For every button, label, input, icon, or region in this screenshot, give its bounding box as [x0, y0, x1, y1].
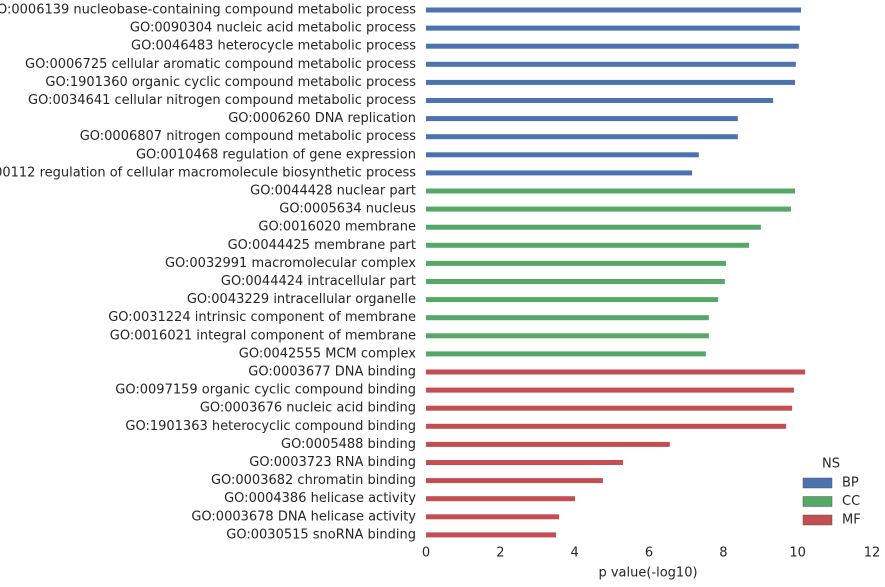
y-tick-label: GO:0090304 nucleic acid metabolic proces…	[130, 21, 416, 36]
y-tick-label: GO:0034641 cellular nitrogen compound me…	[28, 93, 416, 108]
bar	[426, 460, 623, 465]
y-tick-label: GO:0003678 DNA helicase activity	[191, 509, 416, 524]
bar	[426, 441, 670, 447]
bar	[426, 224, 761, 230]
bar	[426, 79, 796, 85]
y-tick-label: GO:0016020 membrane	[258, 220, 416, 235]
y-tick-label: GO:0010468 regulation of gene expression	[136, 147, 416, 162]
y-tick-label: GO:1901363 heterocyclic compound binding	[125, 419, 416, 434]
legend-label: MF	[842, 513, 861, 528]
bar	[426, 152, 699, 158]
y-tick-label: GO:0005634 nucleus	[279, 202, 416, 217]
x-tick-label: 10	[789, 546, 806, 561]
bar	[426, 405, 793, 411]
y-tick-label: GO:0004386 helicase activity	[224, 491, 416, 506]
bar	[426, 7, 802, 13]
bar	[426, 116, 738, 122]
bar	[426, 333, 709, 339]
y-tick-label: GO:0043229 intracellular organelle	[187, 292, 416, 307]
legend-title: NS	[822, 457, 840, 472]
bar	[426, 188, 796, 194]
bar	[426, 387, 794, 393]
bar	[426, 61, 796, 67]
bar	[426, 478, 603, 484]
y-tick-label: GO:0006139 nucleobase-containing compoun…	[0, 3, 416, 18]
y-tick-label: GO:0003682 chromatin binding	[211, 473, 416, 488]
bar	[426, 134, 738, 140]
y-tick-label: GO:0044425 membrane part	[228, 238, 416, 253]
y-tick-label: GO:0005488 binding	[281, 437, 416, 452]
bar	[426, 25, 800, 31]
x-tick-label: 4	[571, 546, 579, 561]
bar	[426, 315, 709, 321]
bar	[426, 514, 560, 520]
y-tick-label: GO:0042555 MCM complex	[239, 346, 417, 361]
bar	[426, 369, 806, 375]
y-tick-label: GO:0003723 RNA binding	[249, 455, 416, 470]
x-tick-label: 8	[719, 546, 727, 561]
bar	[426, 496, 576, 502]
y-tick-label: GO:0097159 organic cyclic compound bindi…	[115, 383, 416, 398]
y-tick-label: GO:1901360 organic cyclic compound metab…	[45, 75, 416, 90]
legend-swatch	[802, 514, 833, 526]
bar	[426, 297, 719, 303]
bar	[426, 260, 726, 266]
bar	[426, 98, 774, 103]
y-tick-label: GO:0031224 intrinsic component of membra…	[108, 310, 416, 325]
y-tick-label: GO:0006807 nitrogen compound metabolic p…	[80, 129, 417, 144]
y-tick-label: GO:0016021 integral component of membran…	[110, 328, 416, 343]
y-tick-label: GO:0044428 nuclear part	[250, 184, 416, 199]
bar	[426, 423, 787, 429]
bar	[426, 532, 557, 538]
legend-swatch	[802, 477, 833, 489]
x-tick-label: 6	[645, 546, 653, 561]
y-tick-label: GO:0006260 DNA replication	[228, 111, 416, 126]
y-tick-label: GO:0030515 snoRNA binding	[226, 527, 416, 542]
y-tick-label: GO:2000112 regulation of cellular macrom…	[0, 165, 416, 180]
bar	[426, 43, 799, 49]
y-tick-label: GO:0032991 macromolecular complex	[165, 256, 416, 271]
bar	[426, 279, 725, 284]
y-tick-label: GO:0046483 heterocycle metabolic process	[131, 39, 416, 54]
bar	[426, 242, 749, 248]
x-tick-label: 12	[864, 546, 881, 561]
bar	[426, 170, 693, 176]
bar	[426, 206, 791, 212]
legend-label: CC	[842, 494, 860, 509]
bar	[426, 351, 706, 357]
legend-swatch	[802, 496, 833, 507]
y-tick-label: GO:0003676 nucleic acid binding	[200, 401, 416, 416]
x-axis-label: p value(-log10)	[598, 566, 697, 581]
y-tick-label: GO:0003677 DNA binding	[248, 365, 416, 380]
y-tick-label: GO:0006725 cellular aromatic compound me…	[25, 57, 416, 72]
x-tick-label: 2	[496, 546, 504, 561]
legend-label: BP	[842, 476, 859, 491]
y-tick-label: GO:0044424 intracellular part	[221, 274, 416, 289]
x-tick-label: 0	[422, 546, 430, 561]
